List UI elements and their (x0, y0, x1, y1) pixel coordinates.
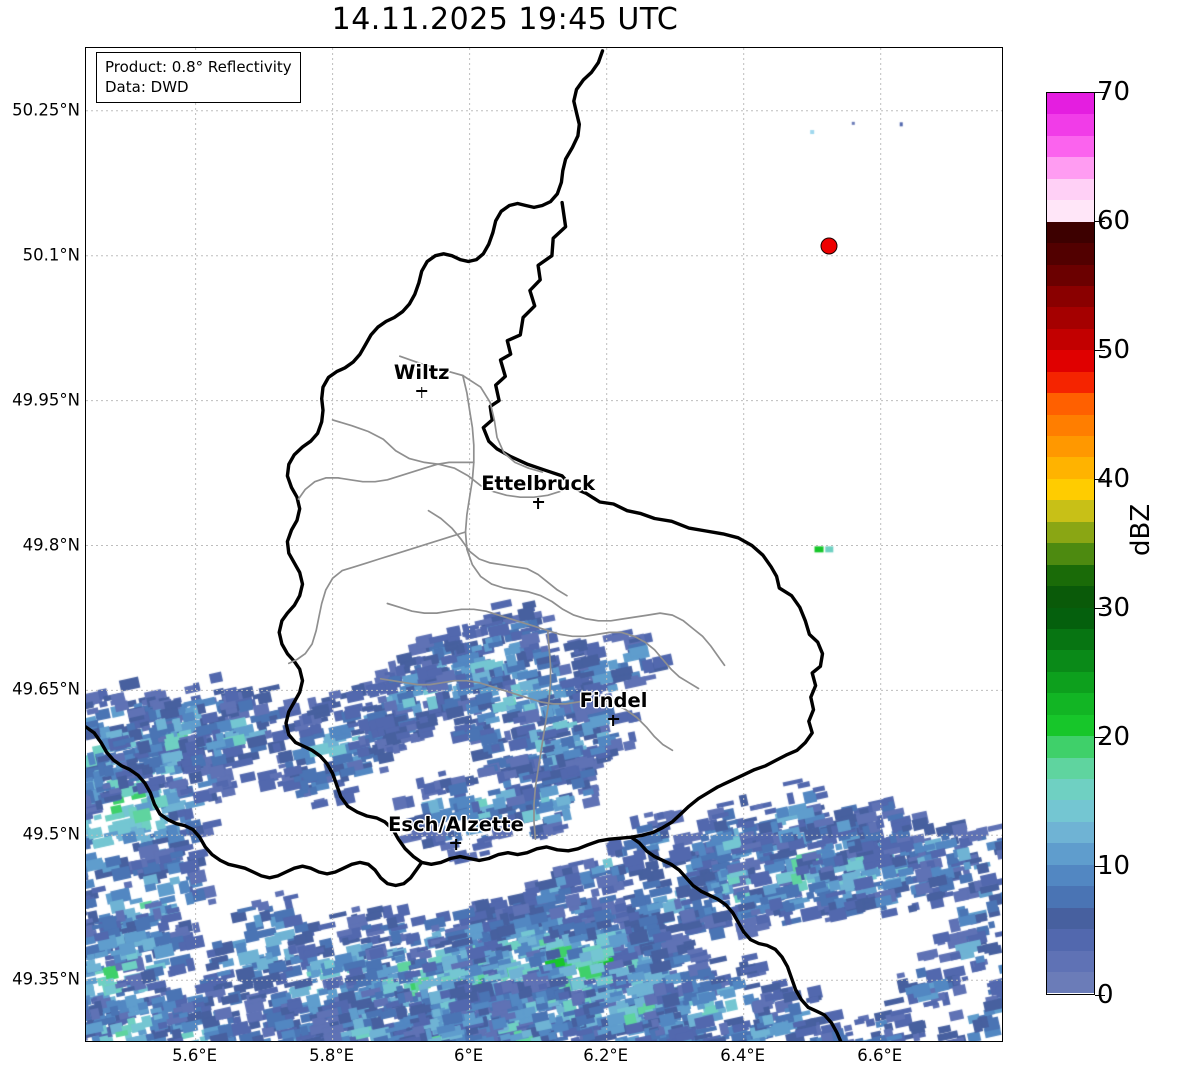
colorbar-band (1047, 500, 1094, 522)
cross-icon (580, 712, 648, 726)
y-tick-3: 49.8°N (22, 535, 80, 554)
colorbar-band (1047, 886, 1094, 908)
colorbar-tick-5: 50 (1097, 335, 1131, 365)
y-tick-2: 49.95°N (12, 390, 80, 410)
colorbar-band (1047, 350, 1094, 372)
x-tick-2: 6°E (454, 1046, 484, 1065)
colorbar-band (1047, 821, 1094, 844)
page-title: 14.11.2025 19:45 UTC (331, 2, 679, 37)
map-clip: Wiltz Ettelbruck Findel Esch/Alzette (86, 48, 1002, 1041)
colorbar-band (1047, 221, 1094, 244)
colorbar-band (1047, 843, 1094, 865)
x-tick-3: 6.2°E (583, 1046, 629, 1065)
city-label: Esch/Alzette (388, 813, 524, 837)
colorbar-band (1047, 671, 1094, 694)
colorbar-band (1047, 157, 1094, 179)
colorbar-band (1047, 521, 1094, 544)
colorbar-band (1047, 178, 1094, 201)
colorbar-band (1047, 436, 1094, 458)
colorbar-band (1047, 328, 1094, 351)
colorbar-tick-mark (1095, 737, 1105, 739)
colorbar-band (1047, 93, 1094, 115)
colorbar-tick-mark (1095, 866, 1105, 868)
colorbar-band (1047, 650, 1094, 672)
colorbar-band (1047, 114, 1094, 136)
colorbar-band (1047, 971, 1094, 994)
city-label: Findel (579, 688, 648, 712)
colorbar-tick-mark (1095, 221, 1105, 223)
y-tick-0: 50.25°N (12, 100, 80, 120)
cross-icon (394, 384, 450, 399)
colorbar-band (1047, 371, 1094, 394)
colorbar-tick-mark (1095, 479, 1105, 481)
colorbar-band (1047, 800, 1094, 822)
info-data-line: Data: DWD (105, 78, 189, 96)
colorbar-tick-mark (1095, 608, 1105, 610)
colorbar-tick-mark (1095, 995, 1105, 997)
colorbar-band (1047, 607, 1094, 629)
y-tick-1: 50.1°N (22, 245, 80, 265)
colorbar (1046, 92, 1095, 995)
colorbar-band (1047, 135, 1094, 158)
radar-map-plot[interactable]: Wiltz Ettelbruck Findel Esch/Alzette (85, 47, 1003, 1042)
colorbar-tick-2: 20 (1097, 722, 1131, 752)
colorbar-tick-6: 60 (1097, 206, 1131, 236)
colorbar-tick-7: 70 (1097, 77, 1131, 107)
x-tick-0: 5.6°E (172, 1046, 218, 1065)
y-tick-4: 49.65°N (12, 679, 80, 699)
radar-reflectivity-layer (86, 48, 1002, 1041)
border-layer (86, 49, 843, 1041)
city-label: Ettelbruck (481, 472, 596, 496)
colorbar-band (1047, 200, 1094, 222)
y-tick-6: 49.35°N (12, 969, 80, 989)
colorbar-band (1047, 693, 1094, 715)
colorbar-band (1047, 393, 1094, 415)
city-label: Wiltz (393, 361, 450, 385)
colorbar-band (1047, 714, 1094, 737)
city-marker-wiltz: Wiltz (393, 361, 450, 399)
colorbar-band (1047, 950, 1094, 972)
city-marker-esch-alzette: Esch/Alzette (388, 813, 524, 851)
colorbar-axis-label: dBZ (1126, 503, 1156, 556)
x-tick-4: 6.4°E (720, 1046, 766, 1065)
colorbar-tick-4: 40 (1097, 464, 1131, 494)
colorbar-band (1047, 307, 1094, 329)
colorbar-tick-3: 30 (1097, 593, 1131, 623)
colorbar-tick-mark (1095, 350, 1105, 352)
cross-icon (481, 495, 595, 510)
city-marker-findel: Findel (579, 688, 648, 726)
cross-icon (388, 836, 524, 851)
colorbar-band (1047, 586, 1094, 608)
colorbar-tick-mark (1095, 92, 1105, 94)
colorbar-band (1047, 907, 1094, 930)
colorbar-tick-1: 10 (1097, 851, 1131, 881)
colorbar-band (1047, 564, 1094, 587)
colorbar-band (1047, 285, 1094, 308)
colorbar-band (1047, 264, 1094, 286)
info-product-line: Product: 0.8° Reflectivity (105, 58, 292, 76)
radar-site-dot (820, 237, 838, 255)
colorbar-band (1047, 864, 1094, 887)
colorbar-band (1047, 478, 1094, 501)
colorbar-band (1047, 757, 1094, 779)
colorbar-band (1047, 736, 1094, 758)
graticule-layer (86, 48, 1002, 1041)
colorbar-band (1047, 543, 1094, 565)
colorbar-tick-0: 0 (1097, 980, 1114, 1010)
colorbar-band (1047, 457, 1094, 479)
colorbar-band (1047, 414, 1094, 436)
colorbar-band (1047, 243, 1094, 265)
colorbar-band (1047, 929, 1094, 951)
x-tick-1: 5.8°E (309, 1046, 355, 1065)
colorbar-band (1047, 779, 1094, 801)
city-marker-ettelbruck: Ettelbruck (481, 472, 596, 510)
product-info-box: Product: 0.8° Reflectivity Data: DWD (96, 52, 301, 103)
y-tick-5: 49.5°N (22, 824, 80, 844)
x-tick-5: 6.6°E (857, 1046, 903, 1065)
colorbar-band (1047, 628, 1094, 651)
